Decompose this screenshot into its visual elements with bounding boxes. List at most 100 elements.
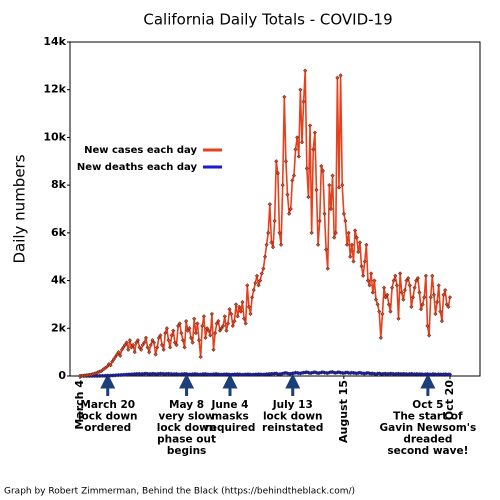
data-point: [352, 228, 358, 233]
data-point: [325, 266, 330, 271]
data-point: [293, 147, 298, 152]
data-point: [322, 211, 327, 216]
data-point: [311, 147, 316, 152]
annotation-text: masks: [211, 411, 249, 423]
data-point: [372, 278, 377, 283]
data-point: [179, 330, 184, 336]
y-tick-label: 14k: [43, 35, 66, 48]
data-point: [270, 245, 276, 250]
data-point: [209, 311, 215, 317]
data-point: [130, 342, 136, 348]
data-point: [332, 235, 337, 240]
data-point: [161, 347, 166, 352]
data-point: [174, 342, 179, 348]
data-point: [256, 283, 261, 288]
data-point: [317, 218, 322, 224]
data-point: [327, 182, 332, 188]
data-point: [428, 295, 433, 300]
data-point: [192, 316, 197, 321]
data-point: [341, 211, 346, 216]
data-point: [348, 254, 353, 259]
legend-label: New cases each day: [84, 145, 197, 156]
annotation-text: July 13: [272, 399, 313, 411]
data-point: [426, 333, 432, 338]
data-point: [370, 290, 375, 295]
data-point: [360, 273, 366, 278]
data-point: [148, 342, 153, 348]
y-tick-label: 4k: [51, 274, 67, 287]
data-point: [221, 323, 226, 329]
data-point: [380, 311, 385, 317]
data-point: [336, 185, 342, 190]
data-point: [175, 323, 181, 329]
data-point: [412, 285, 417, 290]
data-point: [140, 342, 145, 348]
data-point: [301, 99, 306, 104]
data-point: [238, 309, 244, 314]
y-tick-label: 0: [58, 369, 66, 382]
data-point: [224, 328, 229, 333]
annotation-text: begins: [167, 445, 206, 457]
data-point: [447, 295, 453, 300]
data-point: [227, 307, 232, 312]
data-point: [335, 75, 340, 80]
data-point: [198, 354, 203, 360]
data-point: [447, 372, 453, 377]
data-point: [243, 321, 248, 326]
data-point: [264, 242, 269, 247]
annotation-text: dreaded: [403, 434, 452, 446]
data-point: [241, 316, 247, 321]
data-point: [184, 318, 189, 324]
data-point: [266, 230, 271, 236]
data-point: [211, 347, 216, 352]
data-point: [433, 311, 438, 317]
data-point: [397, 271, 403, 276]
data-point: [354, 235, 359, 240]
data-point: [116, 349, 121, 355]
data-point: [430, 273, 435, 278]
data-point: [193, 330, 198, 336]
data-point: [114, 352, 120, 357]
data-point: [359, 264, 364, 269]
data-point: [285, 192, 290, 197]
data-point: [258, 278, 263, 283]
data-point: [119, 347, 124, 352]
data-point: [298, 87, 303, 92]
data-point: [245, 283, 250, 288]
data-point: [401, 297, 406, 302]
data-point: [201, 314, 207, 319]
data-point: [415, 276, 420, 281]
data-point: [290, 178, 295, 183]
data-point: [105, 364, 110, 369]
data-point: [159, 342, 165, 348]
data-point: [137, 345, 142, 350]
data-point: [182, 345, 187, 350]
data-point: [314, 187, 319, 193]
data-point: [225, 321, 231, 326]
data-point: [147, 349, 152, 355]
data-point: [323, 247, 329, 252]
data-point: [275, 171, 281, 176]
data-point: [306, 194, 311, 200]
data-point: [378, 335, 383, 340]
data-point: [328, 206, 334, 212]
data-point: [185, 328, 190, 333]
data-point: [431, 292, 437, 298]
y-tick-label: 10k: [43, 130, 66, 143]
annotation-text: Oct 5: [412, 399, 443, 411]
data-point: [166, 338, 171, 343]
annotation-text: reinstated: [262, 422, 323, 434]
data-point: [344, 242, 350, 247]
data-point: [373, 297, 379, 302]
annotation-text: The start of: [393, 411, 463, 423]
data-point: [425, 323, 430, 329]
data-point: [404, 278, 409, 283]
data-point: [134, 340, 139, 345]
data-point: [235, 314, 240, 319]
data-point: [393, 273, 398, 278]
data-point: [150, 338, 155, 343]
data-point: [389, 285, 395, 290]
data-point: [410, 295, 416, 300]
data-point: [108, 363, 113, 368]
data-point: [261, 266, 266, 271]
